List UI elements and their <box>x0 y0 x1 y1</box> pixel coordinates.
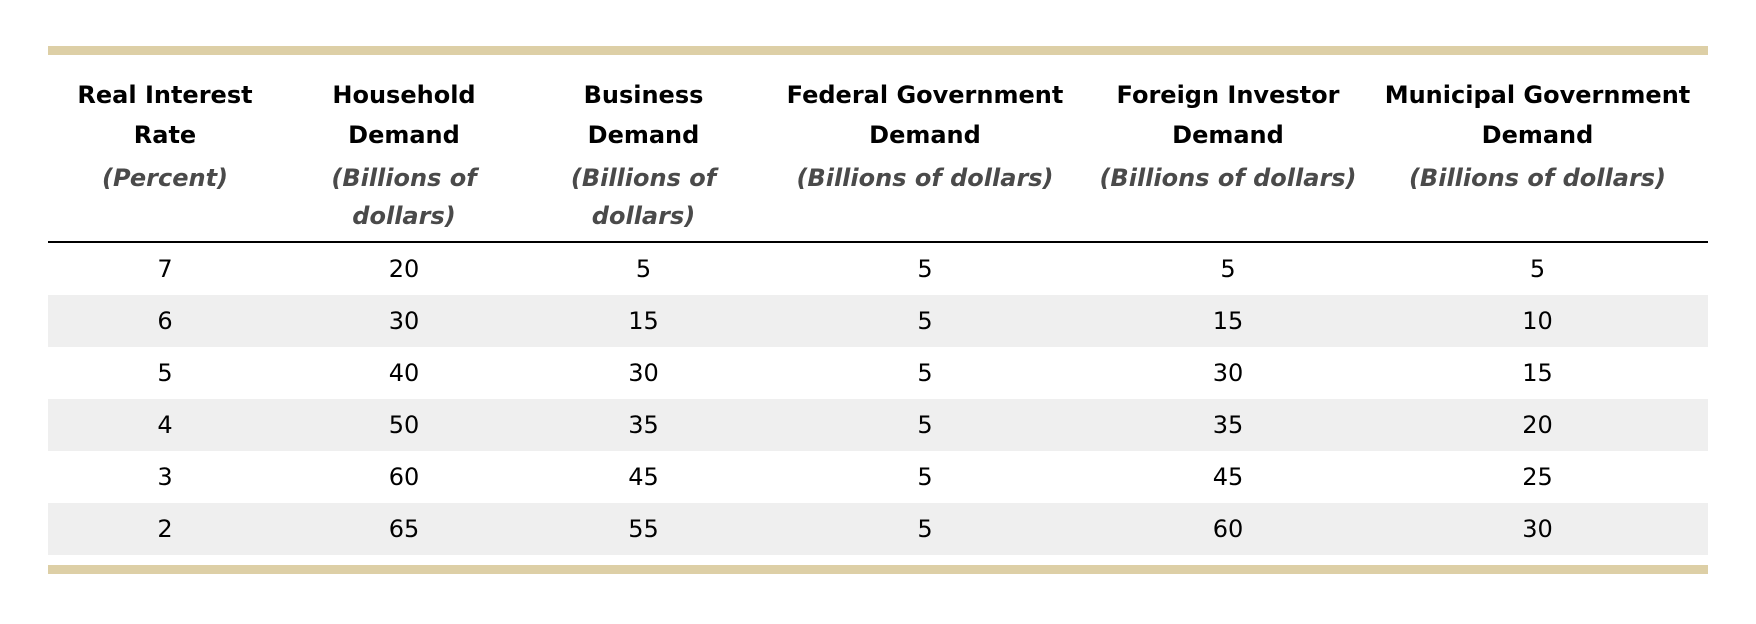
table-row: 3 60 45 5 45 25 <box>48 451 1708 503</box>
header-unit: (Billions of dollars) <box>1408 164 1667 192</box>
table-header: Real Interest Rate (Percent) Household D… <box>48 55 1708 243</box>
cell-household-demand: 30 <box>282 295 526 347</box>
cell-municipal-government-demand: 20 <box>1367 399 1708 451</box>
header-business-demand: Business Demand (Billions of dollars) <box>526 55 761 243</box>
cell-federal-government-demand: 5 <box>917 359 933 387</box>
header-row: Real Interest Rate (Percent) Household D… <box>48 55 1708 243</box>
table-bottom-rule <box>48 565 1708 574</box>
cell-real-interest-rate: 4 <box>48 399 282 451</box>
cell-municipal-government-demand: 5 <box>1529 255 1546 283</box>
cell-real-interest-rate: 7 <box>157 255 173 283</box>
cell-foreign-investor-demand: 35 <box>1089 399 1367 451</box>
data-table: Real Interest Rate (Percent) Household D… <box>48 55 1708 555</box>
table-row: 2 65 55 5 60 30 <box>48 503 1708 555</box>
cell-real-interest-rate: 3 <box>157 463 173 491</box>
cell-business-demand: 45 <box>628 463 659 491</box>
header-unit: (Billions of dollars) <box>1099 164 1357 192</box>
header-title: Municipal Government Demand <box>1384 81 1691 149</box>
cell-foreign-investor-demand: 30 <box>1212 359 1244 387</box>
cell-household-demand: 40 <box>388 359 420 387</box>
header-unit: (Billions of dollars) <box>570 164 717 230</box>
cell-business-demand: 30 <box>628 359 659 387</box>
loanable-funds-demand-table: Real Interest Rate (Percent) Household D… <box>48 46 1708 574</box>
cell-business-demand: 35 <box>526 399 761 451</box>
cell-household-demand: 20 <box>388 255 420 283</box>
header-real-interest-rate: Real Interest Rate (Percent) <box>48 55 282 243</box>
cell-business-demand: 5 <box>635 255 652 283</box>
header-title: Household Demand <box>332 81 476 149</box>
header-title: Business Demand <box>583 81 704 149</box>
cell-municipal-government-demand: 15 <box>1522 359 1553 387</box>
header-unit: (Billions of dollars) <box>331 164 477 230</box>
cell-household-demand: 65 <box>282 503 526 555</box>
cell-business-demand: 55 <box>526 503 761 555</box>
cell-municipal-government-demand: 10 <box>1367 295 1708 347</box>
header-title: Real Interest Rate <box>77 81 253 149</box>
cell-foreign-investor-demand: 60 <box>1089 503 1367 555</box>
header-title: Foreign Investor Demand <box>1116 81 1340 149</box>
cell-real-interest-rate: 5 <box>157 359 173 387</box>
table-row: 5 40 30 5 30 15 <box>48 347 1708 399</box>
cell-federal-government-demand: 5 <box>761 295 1089 347</box>
cell-federal-government-demand: 5 <box>917 255 933 283</box>
cell-federal-government-demand: 5 <box>917 463 933 491</box>
cell-municipal-government-demand: 25 <box>1522 463 1553 491</box>
cell-municipal-government-demand: 30 <box>1367 503 1708 555</box>
header-unit: (Percent) <box>101 164 229 192</box>
table-row: 7 20 5 5 5 5 <box>48 242 1708 295</box>
header-federal-government-demand: Federal Government Demand (Billions of d… <box>761 55 1089 243</box>
header-municipal-government-demand: Municipal Government Demand (Billions of… <box>1367 55 1708 243</box>
header-unit: (Billions of dollars) <box>796 164 1054 192</box>
cell-foreign-investor-demand: 5 <box>1220 255 1236 283</box>
header-foreign-investor-demand: Foreign Investor Demand (Billions of dol… <box>1089 55 1367 243</box>
header-household-demand: Household Demand (Billions of dollars) <box>282 55 526 243</box>
cell-household-demand: 50 <box>282 399 526 451</box>
cell-federal-government-demand: 5 <box>761 399 1089 451</box>
table-body: 7 20 5 5 5 5 6 30 15 5 15 10 5 40 30 5 3… <box>48 242 1708 555</box>
header-title: Federal Government Demand <box>786 81 1064 149</box>
cell-federal-government-demand: 5 <box>761 503 1089 555</box>
cell-real-interest-rate: 2 <box>48 503 282 555</box>
cell-foreign-investor-demand: 15 <box>1089 295 1367 347</box>
cell-foreign-investor-demand: 45 <box>1212 463 1244 491</box>
table-row: 4 50 35 5 35 20 <box>48 399 1708 451</box>
cell-real-interest-rate: 6 <box>48 295 282 347</box>
table-row: 6 30 15 5 15 10 <box>48 295 1708 347</box>
cell-household-demand: 60 <box>388 463 420 491</box>
table-top-rule <box>48 46 1708 55</box>
cell-business-demand: 15 <box>526 295 761 347</box>
